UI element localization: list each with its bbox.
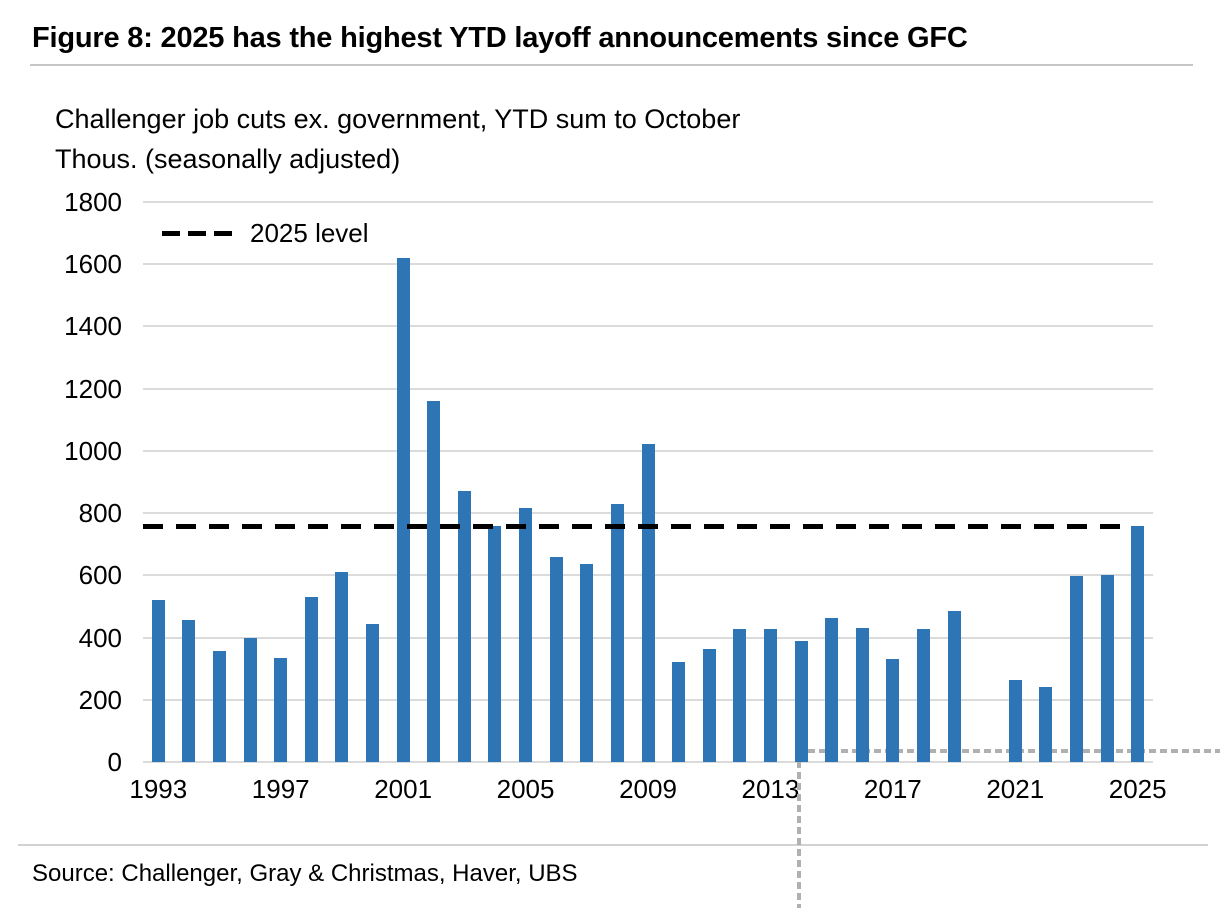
bar-2004 [488,526,502,762]
x-tick-label-2021: 2021 [986,774,1045,804]
gridline-1800 [143,201,1153,203]
bar-1994 [182,620,196,762]
x-tick-label-2017: 2017 [863,774,922,804]
y-tick-label-800: 800 [78,498,122,529]
bar-2005 [519,508,533,762]
bar-2006 [549,556,563,762]
y-tick-label-0: 0 [107,747,122,777]
chart-subtitle: Challenger job cuts ex. government, YTD … [55,99,740,179]
bar-2008 [610,504,624,762]
bar-2001 [396,258,410,762]
x-tick-label-2013: 2013 [741,774,800,804]
crosshair-vertical-line [797,750,801,908]
x-tick-label-2005: 2005 [496,774,555,804]
legend-label: 2025 level [250,217,369,248]
y-tick-label-400: 400 [78,622,122,653]
bar-2009 [641,444,655,762]
bar-2007 [580,564,594,762]
gridline-1400 [143,325,1153,328]
footer-separator [18,844,1208,846]
bar-2025 [1131,525,1145,762]
y-tick-label-200: 200 [78,684,122,715]
source-note: Source: Challenger, Gray & Christmas, Ha… [32,860,578,887]
title-separator [30,64,1193,66]
bar-1998 [304,597,318,762]
bar-2015 [825,618,839,762]
x-tick-label-1997: 1997 [251,774,310,804]
plot-area[interactable] [143,201,1153,763]
bar-2016 [855,628,869,762]
y-tick-label-1400: 1400 [64,311,122,342]
x-tick-label-2025: 2025 [1108,774,1167,804]
x-tick-label-1993: 1993 [129,774,188,804]
bar-2000 [366,624,380,762]
bar-2003 [457,491,471,762]
reference-line-2025-level [143,523,1131,529]
y-tick-label-1600: 1600 [64,249,122,280]
bar-2010 [672,661,686,762]
bar-2023 [1069,575,1083,762]
gridline-1600 [143,263,1153,266]
bar-1999 [335,571,349,762]
gridline-0 [143,761,1153,763]
bar-2024 [1100,575,1114,762]
crosshair-horizontal-line [797,749,1220,753]
bar-2019 [947,611,961,762]
bar-2014 [794,641,808,762]
chart-subtitle-line1: Challenger job cuts ex. government, YTD … [55,104,741,134]
bar-1997 [274,658,288,762]
bar-1995 [213,650,226,762]
bar-2022 [1039,687,1053,762]
bar-2017 [886,659,900,762]
bar-2018 [916,629,930,762]
bar-2011 [702,649,716,762]
bar-2012 [733,628,747,762]
y-tick-label-600: 600 [78,560,122,591]
y-tick-label-1000: 1000 [64,435,122,466]
y-tick-label-1800: 1800 [64,187,122,217]
x-tick-label-2001: 2001 [374,774,433,804]
bar-1996 [243,637,257,762]
x-tick-label-2009: 2009 [619,774,677,804]
y-tick-label-1200: 1200 [64,373,122,404]
chart-subtitle-line2: Thous. (seasonally adjusted) [55,144,401,174]
bar-1993 [151,600,165,762]
bar-2002 [427,401,441,762]
dashed-line-swatch-icon [162,230,232,236]
bar-2013 [763,629,777,762]
bar-2021 [1008,679,1022,762]
gridline-1200 [143,387,1153,390]
figure-title: Figure 8: 2025 has the highest YTD layof… [32,22,968,54]
chart-legend: 2025 level [162,216,369,250]
